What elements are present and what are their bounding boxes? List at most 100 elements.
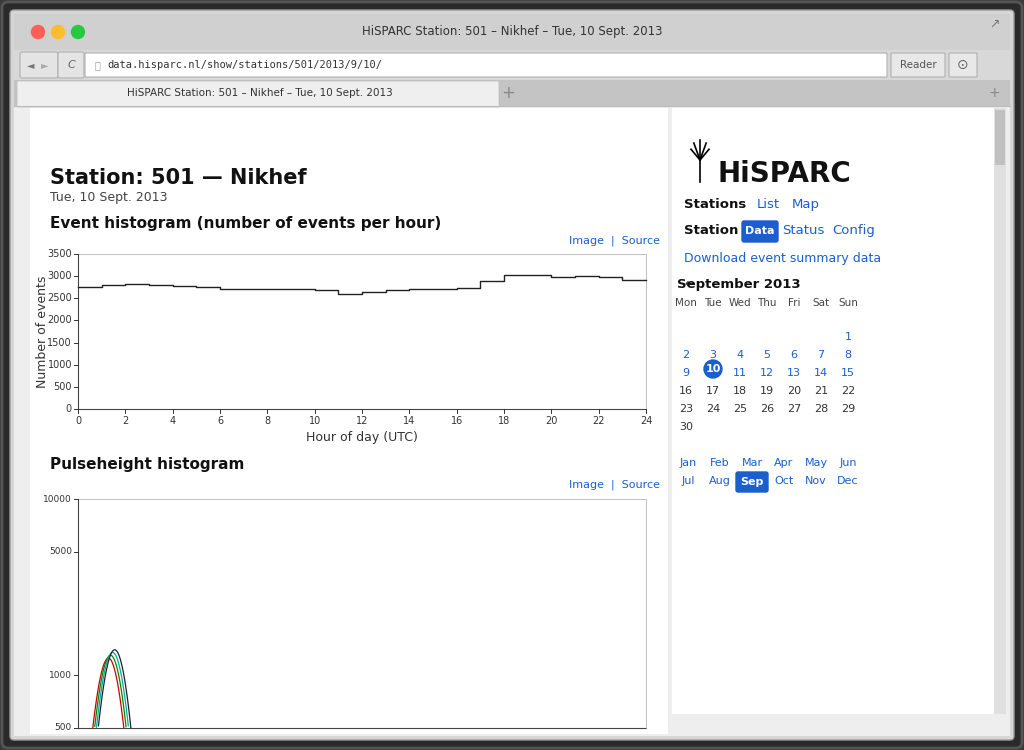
- Bar: [995, 110, 1005, 165]
- Text: 10000: 10000: [43, 494, 72, 503]
- Text: 3000: 3000: [47, 272, 72, 281]
- Text: 23: 23: [679, 404, 693, 414]
- Bar: [14, 50, 1010, 80]
- Text: Jul: Jul: [681, 476, 694, 486]
- Text: 30: 30: [679, 422, 693, 432]
- Text: 2500: 2500: [47, 293, 72, 303]
- Text: 1000: 1000: [49, 670, 72, 680]
- Text: +: +: [988, 86, 1000, 100]
- Text: 3500: 3500: [47, 249, 72, 259]
- Text: 10: 10: [308, 416, 321, 426]
- Text: ←: ←: [684, 278, 694, 291]
- Text: Image  |  Source: Image | Source: [569, 479, 660, 490]
- Text: Thu: Thu: [758, 298, 777, 308]
- Text: 7: 7: [817, 350, 824, 360]
- Text: Jan: Jan: [679, 458, 696, 468]
- Bar: [14, 80, 1010, 106]
- Text: 500: 500: [54, 724, 72, 733]
- Text: 2: 2: [122, 416, 128, 426]
- Text: HiSPARC Station: 501 – Nikhef – Tue, 10 Sept. 2013: HiSPARC Station: 501 – Nikhef – Tue, 10 …: [361, 26, 663, 38]
- Text: 1500: 1500: [47, 338, 72, 347]
- Text: 28: 28: [814, 404, 828, 414]
- Text: Reader: Reader: [900, 60, 936, 70]
- Text: 16: 16: [451, 416, 463, 426]
- FancyBboxPatch shape: [58, 52, 84, 78]
- Text: 26: 26: [760, 404, 774, 414]
- Text: 8: 8: [264, 416, 270, 426]
- Text: Nov: Nov: [805, 476, 826, 486]
- Text: 1000: 1000: [47, 360, 72, 370]
- Text: Status: Status: [782, 224, 824, 237]
- Text: Pulseheight histogram: Pulseheight histogram: [50, 457, 245, 472]
- Text: Data: Data: [745, 226, 775, 236]
- Circle shape: [51, 26, 65, 38]
- Text: Map: Map: [792, 198, 820, 211]
- Text: ⎀: ⎀: [94, 60, 100, 70]
- Text: 0: 0: [75, 416, 81, 426]
- Text: 11: 11: [733, 368, 746, 378]
- FancyBboxPatch shape: [891, 53, 945, 77]
- Text: 6: 6: [217, 416, 223, 426]
- Text: 18: 18: [498, 416, 510, 426]
- Text: 15: 15: [841, 368, 855, 378]
- Bar: [672, 108, 994, 714]
- Text: Jun: Jun: [840, 458, 857, 468]
- Text: 16: 16: [679, 386, 693, 396]
- Text: Sat: Sat: [812, 298, 829, 308]
- Text: 27: 27: [786, 404, 801, 414]
- Circle shape: [32, 26, 44, 38]
- Text: 29: 29: [841, 404, 855, 414]
- Text: 18: 18: [733, 386, 748, 396]
- Text: 14: 14: [403, 416, 416, 426]
- Text: 10: 10: [706, 364, 721, 374]
- Text: 25: 25: [733, 404, 748, 414]
- Text: 4: 4: [736, 350, 743, 360]
- Text: 24: 24: [640, 416, 652, 426]
- Text: 12: 12: [355, 416, 369, 426]
- Text: Download event summary data: Download event summary data: [684, 252, 881, 265]
- Text: List: List: [757, 198, 780, 211]
- Text: 14: 14: [814, 368, 828, 378]
- Text: 21: 21: [814, 386, 828, 396]
- Text: 500: 500: [53, 382, 72, 392]
- Text: 20: 20: [786, 386, 801, 396]
- Text: Apr: Apr: [774, 458, 794, 468]
- FancyBboxPatch shape: [10, 10, 1014, 740]
- FancyBboxPatch shape: [949, 53, 977, 77]
- Text: Station: Station: [684, 224, 738, 237]
- Text: 13: 13: [787, 368, 801, 378]
- Text: Oct: Oct: [774, 476, 794, 486]
- Text: September 2013: September 2013: [677, 278, 801, 291]
- Text: 8: 8: [845, 350, 852, 360]
- Text: 24: 24: [706, 404, 720, 414]
- Text: Mar: Mar: [741, 458, 763, 468]
- Text: ◄: ◄: [28, 60, 35, 70]
- Bar: [14, 106, 1010, 736]
- Text: 4: 4: [170, 416, 176, 426]
- FancyBboxPatch shape: [742, 221, 778, 242]
- Text: 12: 12: [760, 368, 774, 378]
- Text: Image  |  Source: Image | Source: [569, 236, 660, 247]
- Text: Sun: Sun: [838, 298, 858, 308]
- Bar: [14, 14, 1010, 50]
- FancyBboxPatch shape: [736, 472, 768, 492]
- Text: Stations: Stations: [684, 198, 746, 211]
- Text: 5000: 5000: [49, 548, 72, 556]
- FancyBboxPatch shape: [17, 81, 499, 107]
- Text: 3: 3: [710, 350, 717, 360]
- Text: Wed: Wed: [729, 298, 752, 308]
- Text: Hour of day (UTC): Hour of day (UTC): [306, 431, 418, 444]
- Text: Event histogram (number of events per hour): Event histogram (number of events per ho…: [50, 216, 441, 231]
- Text: 2000: 2000: [47, 316, 72, 326]
- Text: 6: 6: [791, 350, 798, 360]
- Text: C: C: [68, 60, 75, 70]
- Text: Number of events: Number of events: [36, 275, 48, 388]
- FancyBboxPatch shape: [85, 53, 887, 77]
- Text: Tue: Tue: [705, 298, 722, 308]
- Text: Config: Config: [831, 224, 874, 237]
- Text: ⊙: ⊙: [957, 58, 969, 72]
- Text: Feb: Feb: [711, 458, 730, 468]
- Text: Fri: Fri: [787, 298, 800, 308]
- Circle shape: [72, 26, 85, 38]
- Bar: [30, 108, 668, 734]
